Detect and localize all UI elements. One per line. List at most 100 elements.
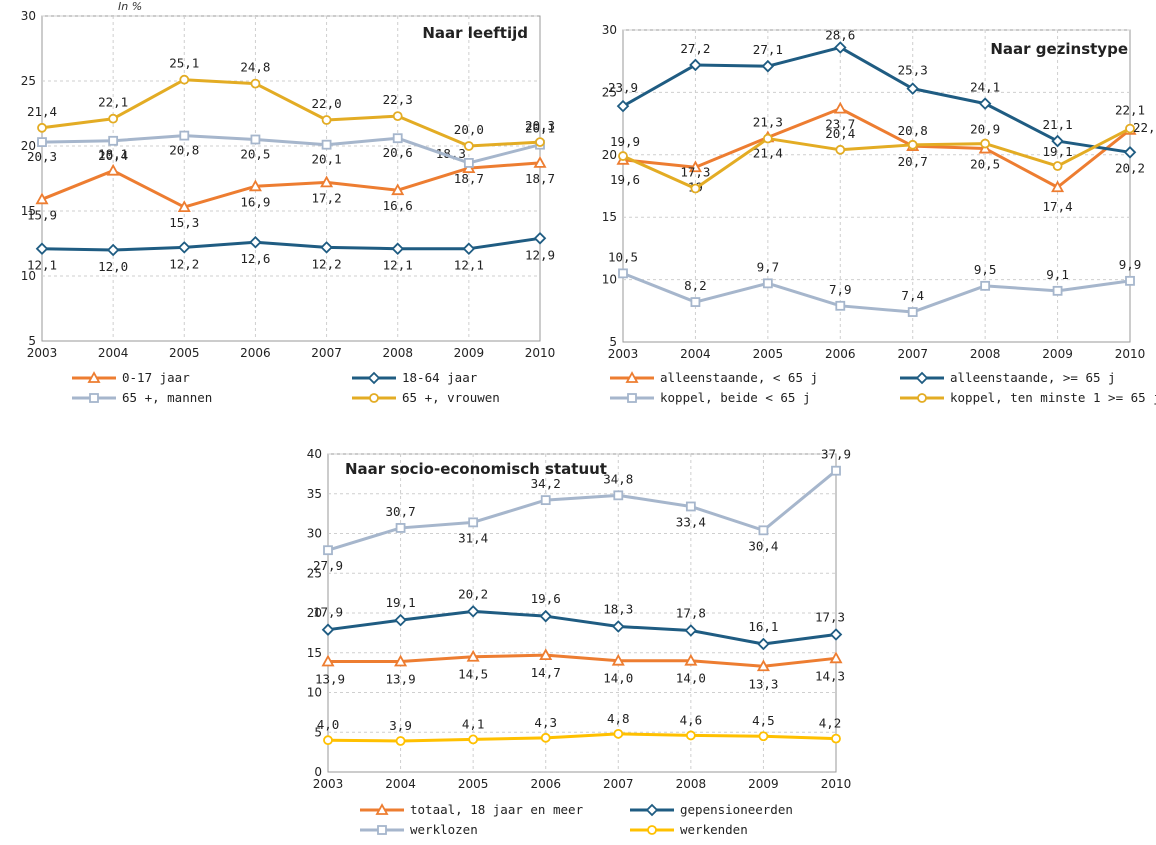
data-label: 24,8: [240, 60, 270, 75]
y-tick-label: 20: [307, 606, 322, 620]
data-label: 4,1: [462, 716, 485, 731]
data-label: 18,3: [436, 146, 466, 161]
data-label: 14,3: [815, 668, 845, 683]
series-square: [618, 268, 1135, 317]
data-point: [757, 637, 770, 651]
data-point: [907, 307, 918, 317]
legend-item: alleenstaande, >= 65 j: [900, 370, 1116, 385]
legend-marker: [625, 371, 639, 383]
x-tick-label: 2003: [608, 347, 639, 361]
legend-item: 65 +, mannen: [72, 390, 212, 405]
data-point: [540, 495, 551, 506]
data-label: 12,0: [98, 259, 128, 274]
data-point: [533, 156, 547, 168]
data-label: 9,1: [1046, 267, 1069, 282]
data-point: [37, 122, 47, 133]
data-label: 9,5: [974, 262, 997, 277]
data-label: 21,3: [753, 115, 783, 130]
legend-label: 0-17 jaar: [122, 370, 190, 385]
data-point: [618, 268, 628, 279]
data-point: [539, 648, 553, 661]
data-label: 13,9: [386, 671, 416, 686]
data-label: 22,0: [312, 96, 342, 111]
x-tick-label: 2006: [530, 777, 561, 791]
series-line: [327, 732, 837, 743]
y-tick-label: 35: [307, 487, 322, 501]
x-tick-label: 2010: [1115, 347, 1146, 361]
y-tick-label: 25: [21, 74, 36, 88]
data-point: [395, 523, 406, 533]
x-tick-label: 2006: [240, 346, 271, 360]
data-label: 21,1: [1043, 117, 1073, 132]
data-label: 20,1: [525, 121, 555, 136]
data-point: [248, 179, 262, 192]
data-label: 20,0: [454, 122, 484, 137]
x-tick-label: 2004: [98, 346, 129, 360]
x-tick-label: 2003: [27, 346, 58, 360]
data-label: 27,1: [753, 42, 783, 57]
data-label: 16,6: [383, 198, 413, 213]
data-label: 13,3: [748, 676, 778, 691]
legend-label: 65 +, vrouwen: [402, 390, 500, 405]
data-label: 17,8: [676, 605, 706, 620]
data-point: [835, 300, 846, 311]
data-point: [392, 133, 403, 144]
legend-marker: [645, 803, 659, 817]
chart-title: Naar socio-economisch statuut: [345, 460, 607, 478]
x-tick-label: 2003: [313, 777, 344, 791]
data-label: 15,3: [169, 215, 199, 230]
data-point: [250, 78, 261, 89]
legend-label: koppel, beide < 65 j: [660, 390, 811, 405]
data-point: [829, 651, 843, 664]
data-label: 14,0: [603, 671, 633, 686]
data-point: [833, 101, 847, 114]
legend-item: 18-64 jaar: [352, 370, 478, 385]
y-tick-label: 20: [602, 148, 617, 162]
data-label: 27,9: [313, 558, 343, 573]
series-line: [41, 134, 541, 165]
data-label: 19,1: [386, 595, 416, 610]
data-point: [831, 733, 841, 744]
data-label: 12,2: [169, 256, 199, 271]
y-tick-label: 30: [307, 527, 322, 541]
data-point: [321, 654, 335, 667]
data-label: 16,9: [240, 194, 270, 209]
data-label: 22,1: [1115, 103, 1145, 118]
data-point: [685, 501, 696, 512]
legend-label: werklozen: [410, 822, 478, 837]
data-point: [906, 82, 919, 95]
chart-naar-leeftijd: 5 10 15 20 25 30 2003 2004 2005 2006 2007 2008 2009 2…: [21, 9, 556, 405]
data-label: 12,6: [240, 251, 270, 266]
y-tick-label: 5: [314, 725, 322, 739]
legend-item: werklozen: [360, 822, 478, 837]
x-tick-label: 2005: [169, 346, 200, 360]
data-label: 10,5: [608, 249, 638, 264]
x-tick-label: 2009: [454, 346, 485, 360]
legend-item: gepensioneerden: [630, 802, 793, 817]
data-point: [613, 728, 624, 739]
x-tick-label: 2010: [525, 346, 556, 360]
data-point: [831, 465, 841, 476]
data-point: [761, 59, 775, 73]
data-point: [1125, 123, 1135, 134]
legend-item: totaal, 18 jaar en meer: [360, 802, 584, 817]
chart-naar-gezinstype: 5 10 15 20 25 30 2003 2004 2005 2006 2007 2008 2009 2…: [602, 23, 1156, 405]
y-tick-label: 15: [307, 646, 322, 660]
data-point: [1051, 134, 1064, 148]
legend-item: koppel, beide < 65 j: [610, 390, 811, 405]
data-point: [468, 734, 479, 745]
data-point: [688, 160, 702, 173]
chart-title: Naar gezinstype: [990, 40, 1128, 58]
data-point: [323, 735, 333, 746]
data-point: [613, 490, 624, 501]
data-label: 12,1: [383, 258, 413, 273]
legend-label: 65 +, mannen: [122, 390, 212, 405]
data-point: [1052, 285, 1063, 296]
data-label: 9,7: [757, 259, 780, 274]
data-point: [835, 144, 846, 155]
y-tick-label: 25: [307, 566, 322, 580]
y-tick-label: 10: [21, 269, 36, 283]
data-point: [321, 623, 335, 636]
legend-marker: [917, 393, 927, 403]
series-diamond: [321, 605, 843, 651]
